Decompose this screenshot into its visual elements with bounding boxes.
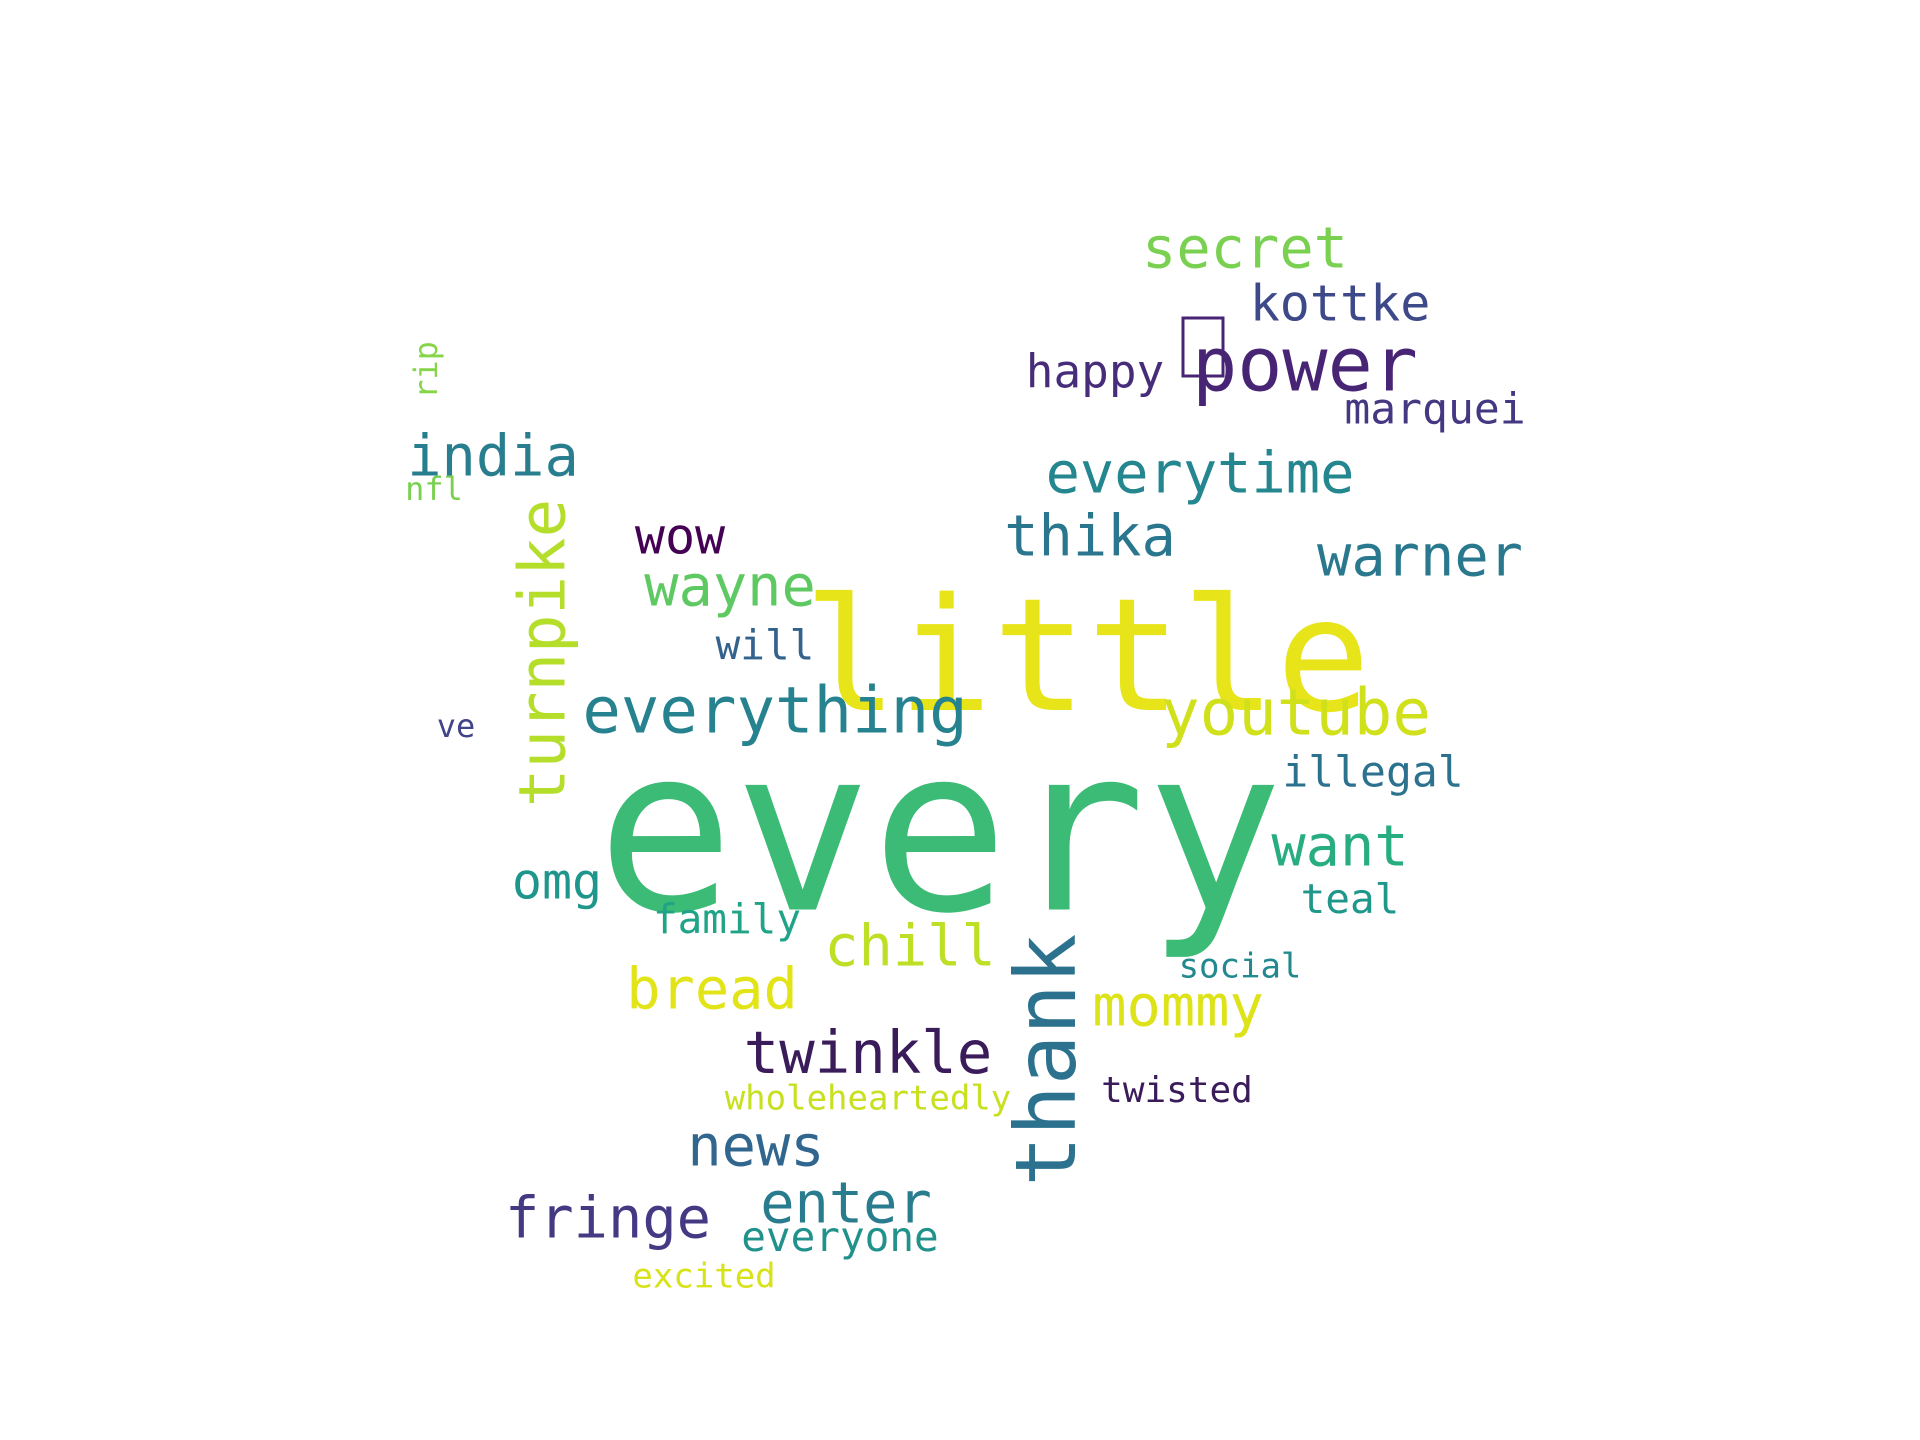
word-india: india (407, 424, 579, 490)
word-wow: wow (635, 508, 726, 566)
word-illegal: illegal (1282, 748, 1463, 798)
word-rip: rip (407, 341, 445, 399)
word-want: want (1271, 814, 1408, 880)
word-excited: excited (632, 1257, 775, 1297)
word-youtube: youtube (1161, 677, 1431, 751)
word-glyph-box (1181, 316, 1225, 378)
word-will: will (716, 621, 815, 669)
word-turnpike: turnpike (507, 499, 581, 807)
word-everything: everything (582, 675, 967, 749)
word-everytime: everytime (1046, 441, 1355, 507)
word-nfl: nfl (405, 470, 463, 508)
word-social: social (1179, 947, 1302, 987)
word-secret: secret (1142, 216, 1348, 282)
word-news: news (687, 1114, 824, 1180)
word-twisted: twisted (1101, 1070, 1253, 1111)
word-wayne: wayne (644, 554, 816, 620)
word-omg: omg (512, 853, 602, 911)
word-twinkle: twinkle (744, 1018, 993, 1087)
word-marquei: marquei (1344, 385, 1525, 435)
word-bread: bread (626, 957, 798, 1023)
word-mommy: mommy (1092, 974, 1264, 1040)
word-power: power (1192, 321, 1418, 409)
word-thika: thika (1004, 504, 1176, 570)
word-enter: enter (760, 1171, 932, 1237)
word-teal: teal (1301, 875, 1400, 923)
word-little: little (803, 565, 1370, 748)
word-ve: ve (437, 707, 476, 745)
word-warner: warner (1317, 524, 1523, 590)
word-chill: chill (824, 914, 996, 980)
word-everyone: everyone (741, 1213, 938, 1261)
word-wholeheartedly: wholeheartedly (725, 1079, 1012, 1119)
word-every: every (597, 698, 1283, 964)
word-fringe: fringe (505, 1186, 711, 1252)
word-happy: happy (1026, 345, 1164, 399)
word-kottke: kottke (1250, 275, 1431, 333)
word-family: family (653, 895, 801, 943)
word-thank: thank (997, 934, 1095, 1187)
